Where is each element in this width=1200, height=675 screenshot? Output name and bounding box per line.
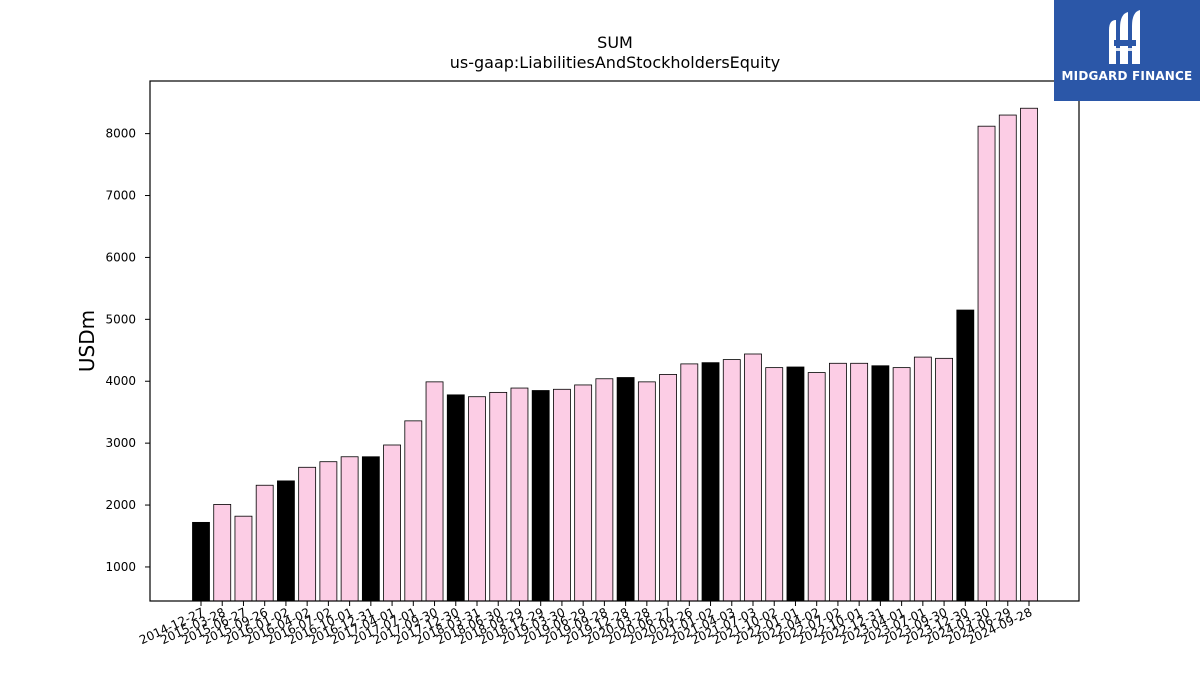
bar-2016-12-31: [361, 456, 380, 602]
bar-2020-06-27: [659, 374, 677, 602]
bar-2020-09-26: [680, 363, 699, 602]
bar-2022-07-02: [829, 362, 847, 602]
bar-2017-07-01: [404, 420, 423, 602]
bar-2023-04-01: [892, 367, 911, 602]
bar-2023-12-30: [956, 309, 975, 602]
y-tick-label: 1000: [105, 560, 136, 574]
bar-2019-12-28: [616, 377, 635, 602]
y-tick-label: 6000: [105, 250, 136, 264]
y-axis-label: USDm: [75, 310, 99, 372]
bar-2019-09-28: [595, 378, 614, 602]
bar-2018-12-29: [531, 390, 550, 602]
bar-2022-12-31: [871, 365, 890, 602]
bar-2016-10-01: [340, 456, 359, 602]
bar-2015-09-26: [255, 484, 274, 602]
y-tick-label: 3000: [105, 436, 136, 450]
bar-2019-03-30: [553, 388, 571, 602]
bar-2024-03-30: [977, 125, 996, 602]
bar-2015-06-27: [234, 515, 253, 602]
bar-2024-06-29: [998, 114, 1017, 602]
x-axis-ticks: 2014-12-272015-03-282015-06-272015-09-26…: [137, 601, 1034, 647]
bar-2015-03-28: [213, 504, 232, 602]
bar-2021-10-02: [765, 367, 784, 602]
bar-2016-01-02: [277, 480, 295, 602]
y-tick-label: 5000: [105, 312, 136, 326]
y-tick-label: 4000: [105, 374, 136, 388]
plot-frame: [149, 80, 1080, 602]
midgard-finance-logo-icon: [1109, 10, 1140, 64]
bar-2023-07-01: [913, 356, 932, 602]
bar-2017-04-01: [383, 444, 401, 602]
bar-2014-12-27: [192, 521, 210, 602]
bar-2017-12-30: [446, 394, 465, 602]
bar-2017-09-30: [425, 381, 444, 602]
bar-2018-06-30: [489, 391, 508, 602]
bar-2018-09-29: [510, 387, 529, 602]
bar-2018-03-31: [468, 396, 486, 602]
bar-2016-07-02: [319, 461, 338, 602]
chart-title: SUM: [597, 33, 633, 52]
logo-text: MIDGARD FINANCE: [1061, 69, 1193, 83]
bar-2020-03-28: [637, 381, 656, 602]
midgard-finance-logo: MIDGARD FINANCE: [1054, 0, 1200, 101]
bar-2022-10-01: [850, 362, 869, 602]
y-tick-label: 7000: [105, 189, 136, 203]
bar-2021-07-03: [744, 353, 762, 602]
bar-2016-04-02: [298, 466, 317, 602]
bar-2023-09-30: [935, 357, 953, 602]
bar-2021-04-03: [722, 359, 741, 602]
bar-2024-09-28: [1020, 107, 1038, 602]
y-tick-label: 2000: [105, 498, 136, 512]
y-axis-ticks: 1000 2000 3000 4000 5000 6000 7000 8000: [105, 127, 150, 574]
bars-group: [192, 107, 1038, 602]
bar-2021-01-02: [701, 362, 720, 602]
bar-2019-06-29: [574, 384, 593, 602]
chart-subtitle: us-gaap:LiabilitiesAndStockholdersEquity: [450, 53, 781, 72]
bar-2022-04-02: [807, 372, 826, 602]
bar-2022-01-01: [786, 366, 805, 602]
y-tick-label: 8000: [105, 127, 136, 141]
